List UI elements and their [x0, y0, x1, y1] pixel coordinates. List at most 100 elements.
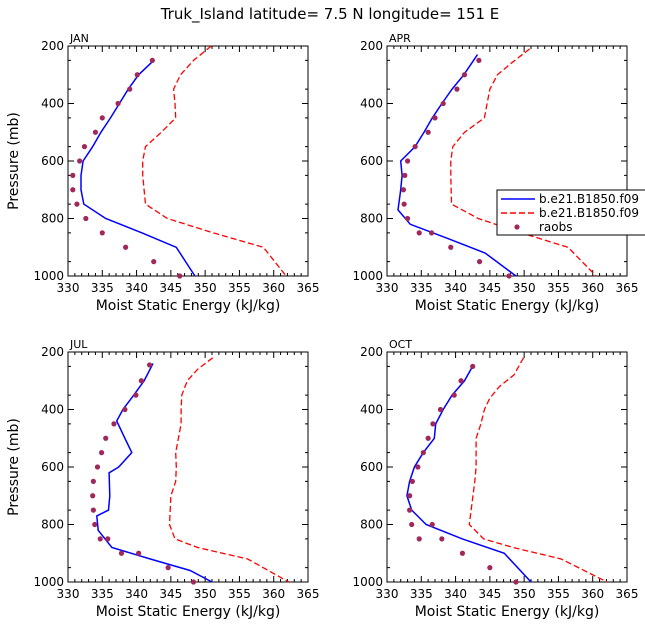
panel-2: APR 330 335 340 345 350 355 360 365 200 400 600 800 1…	[352, 32, 638, 314]
y-tick-label: 200	[41, 345, 64, 359]
x-tick-label: 360	[581, 587, 604, 601]
series-line-solid	[80, 59, 196, 277]
raobs-point	[448, 244, 454, 250]
panel-title: OCT	[389, 338, 412, 351]
y-tick-label: 200	[41, 39, 64, 53]
raobs-point	[74, 201, 80, 207]
raobs-point	[165, 565, 171, 571]
y-tick-label: 600	[41, 154, 64, 168]
raobs-point	[487, 565, 493, 571]
raobs-point	[513, 579, 519, 585]
raobs-point	[416, 230, 422, 236]
x-tick-label: 340	[125, 281, 148, 295]
raobs-point	[123, 244, 129, 250]
x-tick-label: 350	[513, 587, 536, 601]
x-tick-label: 365	[297, 281, 320, 295]
x-axis-label: Moist Static Energy (kJ/kg)	[96, 604, 281, 620]
x-tick-label: 335	[91, 281, 114, 295]
raobs-point	[190, 579, 197, 585]
plot-frame	[386, 351, 628, 583]
x-tick-label: 345	[478, 281, 501, 295]
y-tick-label: 1000	[33, 269, 64, 283]
x-axis-label: Moist Static Energy (kJ/kg)	[96, 298, 281, 314]
raobs-point	[103, 435, 109, 441]
x-tick-label: 340	[125, 587, 148, 601]
raobs-point	[83, 215, 89, 222]
raobs-point	[177, 273, 183, 279]
x-tick-label: 340	[444, 281, 467, 295]
raobs-point	[470, 363, 476, 369]
raobs-point	[402, 172, 408, 178]
x-tick-label: 365	[616, 587, 639, 601]
y-tick-label: 800	[360, 518, 383, 532]
raobs-point	[409, 478, 415, 484]
raobs-point	[105, 536, 111, 542]
raobs-point	[437, 406, 444, 413]
x-tick-label: 360	[262, 587, 285, 601]
y-tick-label: 1000	[33, 575, 64, 589]
x-tick-label: 345	[159, 587, 182, 601]
x-axis-label: Moist Static Energy (kJ/kg)	[415, 604, 600, 620]
raobs-point	[70, 187, 76, 193]
raobs-point	[127, 86, 133, 92]
series-line-solid	[397, 54, 517, 277]
raobs-point	[400, 187, 407, 193]
legend-entry-raobs: raobs	[539, 220, 573, 234]
panel-title: JAN	[69, 32, 89, 45]
legend-marker	[514, 224, 520, 230]
y-tick-label: 800	[360, 212, 383, 226]
series-line-dashed	[468, 357, 608, 583]
x-tick-label: 350	[194, 281, 217, 295]
legend-entry-solid: b.e21.B1850.f09	[539, 192, 639, 206]
raobs-point	[70, 172, 76, 178]
x-tick-label: 360	[581, 281, 604, 295]
figure-title: Truk_Island latitude= 7.5 N longitude= 1…	[160, 5, 500, 24]
x-tick-label: 340	[444, 587, 467, 601]
raobs-point	[420, 450, 426, 456]
x-tick-label: 335	[410, 587, 433, 601]
x-tick-label: 330	[376, 587, 399, 601]
raobs-point	[404, 215, 411, 222]
raobs-point	[428, 230, 435, 236]
raobs-point	[77, 158, 83, 164]
raobs-point	[92, 521, 98, 528]
raobs-point	[407, 507, 413, 513]
raobs-point	[90, 507, 96, 513]
x-tick-label: 335	[410, 281, 433, 295]
raobs-point	[99, 230, 105, 236]
raobs-point	[451, 392, 457, 398]
y-tick-label: 400	[41, 403, 64, 417]
raobs-point	[81, 144, 88, 150]
raobs-point	[409, 521, 415, 528]
y-axis-label: Pressure (mb)	[6, 418, 22, 516]
x-tick-label: 330	[57, 587, 80, 601]
x-tick-label: 345	[159, 281, 182, 295]
series-line-solid	[406, 364, 532, 583]
x-tick-label: 365	[297, 587, 320, 601]
raobs-point	[404, 158, 411, 164]
y-tick-label: 200	[360, 39, 383, 53]
raobs-point	[147, 362, 153, 368]
y-tick-label: 1000	[352, 575, 383, 589]
y-tick-label: 1000	[352, 269, 383, 283]
raobs-point	[111, 421, 117, 427]
raobs-point	[118, 550, 125, 556]
x-tick-label: 330	[57, 281, 80, 295]
raobs-point	[412, 144, 418, 150]
raobs-point	[138, 378, 144, 384]
series-line-dashed	[450, 48, 597, 277]
raobs-point	[506, 273, 512, 279]
y-tick-label: 400	[360, 403, 383, 417]
y-tick-label: 800	[41, 518, 64, 532]
x-axis-label: Moist Static Energy (kJ/kg)	[415, 298, 600, 314]
series-line-dashed	[142, 45, 287, 277]
plot-frame	[67, 351, 309, 583]
x-tick-label: 360	[262, 281, 285, 295]
series-line-solid	[96, 363, 213, 583]
raobs-point	[94, 464, 101, 470]
x-tick-label: 345	[478, 587, 501, 601]
raobs-point	[425, 435, 431, 441]
raobs-point	[461, 72, 468, 78]
